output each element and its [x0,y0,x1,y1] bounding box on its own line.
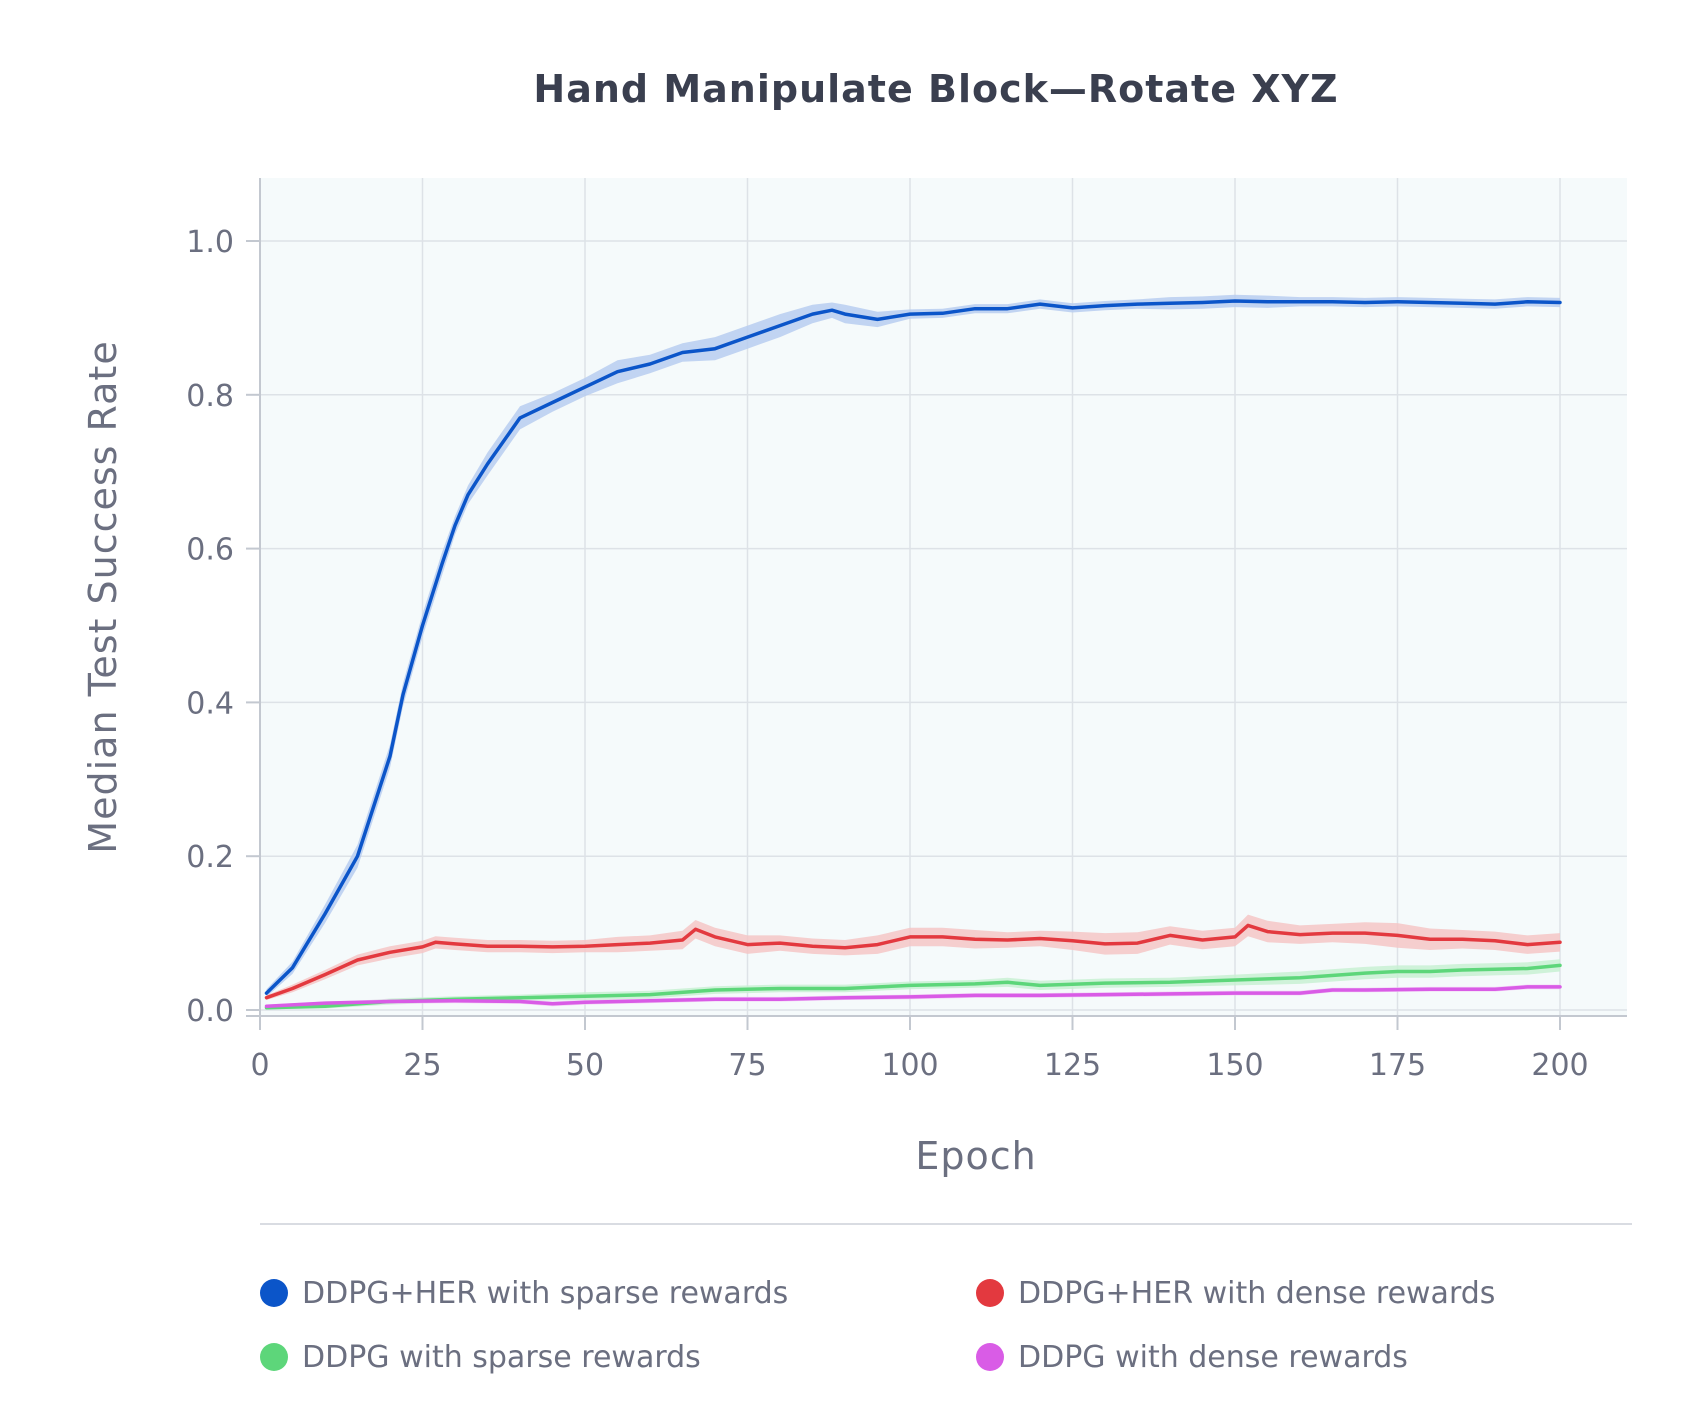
x-tick-label-4: 100 [881,1048,938,1083]
legend-item-ddpg-her-dense: DDPG+HER with dense rewards [976,1276,1495,1311]
y-tick-label-0: 0.0 [186,994,234,1029]
legend-swatch-ddpg-her-sparse [260,1279,288,1307]
x-tick-label-2: 50 [566,1048,604,1083]
legend-label-ddpg-her-dense: DDPG+HER with dense rewards [1018,1276,1495,1311]
y-tick-label-4: 0.8 [186,379,234,414]
legend-item-ddpg-sparse: DDPG with sparse rewards [260,1340,701,1375]
legend-label-ddpg-dense: DDPG with dense rewards [1018,1340,1408,1375]
legend-swatch-ddpg-sparse [260,1343,288,1371]
x-tick-label-3: 75 [728,1048,766,1083]
x-tick-label-0: 0 [250,1048,269,1083]
series-lines [264,299,1562,1010]
line-ddpg-with-dense-rewards [264,985,1562,1008]
y-axis-label: Median Test Success Rate [81,340,125,853]
chart-title: Hand Manipulate Block—Rotate XYZ [533,67,1338,111]
line-ddpg-her-with-sparse-rewards [264,299,1562,995]
legend-swatch-ddpg-her-dense [976,1279,1004,1307]
x-tick-label-7: 175 [1369,1048,1426,1083]
grid-lines [259,178,1627,1016]
legend-item-ddpg-her-sparse: DDPG+HER with sparse rewards [260,1276,788,1311]
y-tick-label-1: 0.2 [186,840,234,875]
legend-label-ddpg-sparse: DDPG with sparse rewards [302,1340,701,1375]
legend-label-ddpg-her-sparse: DDPG+HER with sparse rewards [302,1276,788,1311]
x-tick-labels: 0 25 50 75 100 125 150 175 200 [250,1048,1588,1083]
y-tick-label-3: 0.6 [186,533,234,568]
x-tick-label-1: 25 [403,1048,441,1083]
line-ddpg-her-with-dense-rewards [264,923,1562,1000]
legend-item-ddpg-dense: DDPG with dense rewards [976,1340,1408,1375]
legend: DDPG+HER with sparse rewards DDPG+HER wi… [260,1276,1495,1375]
y-tick-label-5: 1.0 [186,225,234,260]
x-tick-label-5: 125 [1044,1048,1101,1083]
x-tick-label-8: 200 [1531,1048,1588,1083]
axes [246,178,1627,1030]
x-axis-label: Epoch [915,1134,1036,1178]
legend-swatch-ddpg-dense [976,1343,1004,1371]
line-ddpg-with-sparse-rewards [264,963,1562,1010]
y-tick-labels: 0.0 0.2 0.4 0.6 0.8 1.0 [186,225,234,1029]
y-tick-label-2: 0.4 [186,686,234,721]
x-tick-label-6: 150 [1206,1048,1263,1083]
